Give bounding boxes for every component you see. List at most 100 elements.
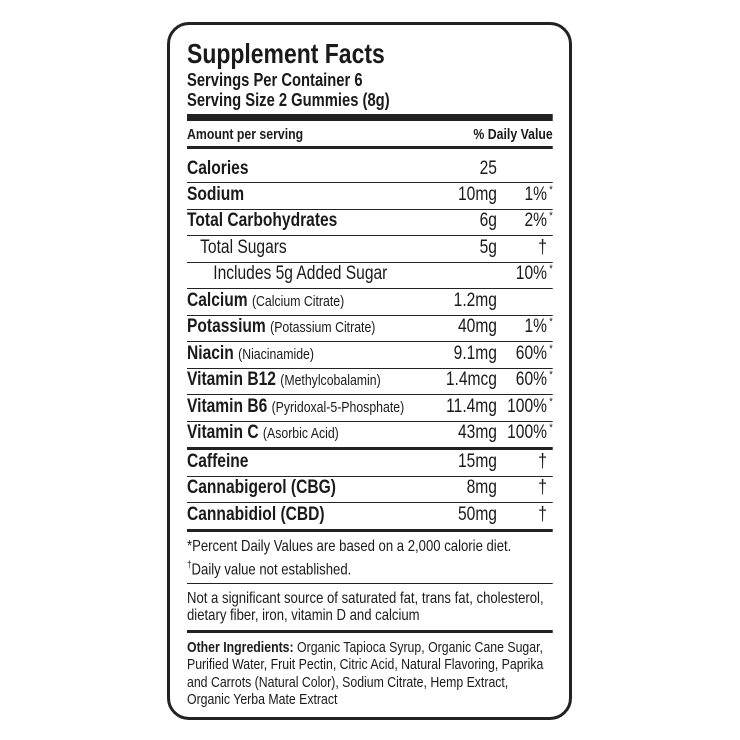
label-content: Supplement Facts Servings Per Container … [187,38,553,709]
footnote-mark: * [549,210,553,222]
nutrient-row: Potassium (Potassium Citrate) 40mg 1% * [187,316,553,342]
nutrient-detail: (Methylcobalamin) [280,372,381,389]
footnote-mark: * [549,342,553,355]
nutrient-name: Sodium [187,184,244,206]
nutrient-name: Niacin (Niacinamide) [187,343,314,365]
nutrient-label: Vitamin B12 [187,369,276,390]
nutrient-detail: (Asorbic Acid) [262,425,339,442]
daily-value: 1% [524,183,547,205]
serving-info: Servings Per Container 6 Serving Size 2 … [187,70,553,121]
table-header: Amount per serving % Daily Value [187,121,553,149]
nutrient-row: Includes 5g Added Sugar 10% * [187,263,553,289]
nutrient-row: Calcium (Calcium Citrate) 1.2mg [187,289,553,316]
dagger-symbol: † [187,559,192,571]
amount: 43mg [457,422,497,443]
amount: 50mg [457,503,497,525]
nutrient-name: Cannabidiol (CBD) [187,504,325,526]
nutrient-detail: (Calcium Citrate) [251,292,345,310]
daily-value: 10% [515,263,547,284]
nutrient-row: Niacin (Niacinamide) 9.1mg 60% * [187,342,553,369]
nutrient-row: Total Sugars 5g † [187,236,553,263]
amount: 9.1mg [453,342,497,364]
daily-value: 60% [515,342,547,364]
nutrient-name: Total Carbohydrates [187,210,337,232]
amount-header: Amount per serving [187,126,304,143]
nutrient-label: Vitamin C [187,422,259,443]
amount: 5g [479,236,497,258]
daily-value: 100% [507,395,547,417]
title: Supplement Facts [187,38,385,69]
nutrient-row: Sodium 10mg 1% * [187,183,553,210]
daily-value: † [538,477,547,498]
amount: 6g [479,210,497,231]
nutrient-rows: Calories 25 Sodium 10mg 1% * Total Carbohydrat… [187,149,553,532]
nutrient-detail: (Potassium Citrate) [270,319,376,336]
amount: 1.4mcg [445,369,497,390]
daily-value: † [538,236,547,258]
nutrient-label: Cannabigerol (CBG) [187,477,336,498]
nutrient-row: Vitamin C (Asorbic Acid) 43mg 100% * [187,422,553,450]
dagger-footnote: †Daily value not established. [187,556,553,579]
nutrient-name: Calories [187,158,248,180]
amount: 40mg [457,316,497,337]
nutrient-name: Vitamin C (Asorbic Acid) [187,422,339,444]
amount: 15mg [457,450,497,472]
amount: 8mg [466,477,497,498]
daily-value: 100% [507,422,547,443]
supplement-facts-label: Supplement Facts Servings Per Container … [167,22,572,720]
nutrient-row: Caffeine 15mg † [187,450,553,477]
nutrient-label: Caffeine [187,450,249,472]
nutrient-name: Total Sugars [200,237,287,259]
nutrient-name: Caffeine [187,451,248,473]
serving-size: Serving Size 2 Gummies (8g) [187,90,390,110]
nutrient-name: Cannabigerol (CBG) [187,477,336,499]
nutrient-row: Vitamin B6 (Pyridoxal-5-Phosphate) 11.4mg… [187,395,553,422]
nutrient-name: Vitamin B6 (Pyridoxal-5-Phosphate) [187,396,404,418]
nutrient-name: Potassium (Potassium Citrate) [187,316,375,338]
footnote-mark: * [549,369,553,381]
nutrient-row: Total Carbohydrates 6g 2% * [187,210,553,236]
footnote-mark: * [549,183,553,196]
nutrient-name: Calcium (Calcium Citrate) [187,290,344,312]
nutrient-detail: (Niacinamide) [238,345,314,363]
dagger-text: Daily value not established. [191,560,352,578]
daily-value: 1% [524,316,547,337]
footnotes: *Percent Daily Values are based on a 2,0… [187,532,553,584]
nutrient-label: Includes 5g Added Sugar [213,263,388,284]
nutrient-row: Calories 25 [187,149,553,183]
nutrient-label: Vitamin B6 [187,395,268,417]
nutrient-label: Calcium [187,289,248,311]
daily-value-header: % Daily Value [473,126,553,143]
servings-per-container: Servings Per Container 6 [187,70,363,90]
ingredients-label: Other Ingredients: [187,638,294,656]
nutrient-row: Cannabidiol (CBD) 50mg † [187,503,553,532]
nutrient-row: Cannabigerol (CBG) 8mg † [187,477,553,503]
not-significant: Not a significant source of saturated fa… [187,584,553,633]
nutrient-name: Includes 5g Added Sugar [213,263,387,285]
nutrient-label: Niacin [187,342,234,364]
amount: 1.2mg [453,289,497,311]
daily-value: † [538,450,547,472]
daily-value: 2% [524,210,547,231]
other-ingredients: Other Ingredients: Organic Tapioca Syrup… [187,633,553,709]
nutrient-label: Total Sugars [200,236,287,258]
footnote-mark: * [549,422,553,434]
percent-footnote: *Percent Daily Values are based on a 2,0… [187,537,512,555]
footnote-mark: * [549,316,553,328]
amount: 10mg [457,183,497,205]
nutrient-name: Vitamin B12 (Methylcobalamin) [187,369,381,391]
nutrient-row: Vitamin B12 (Methylcobalamin) 1.4mcg 60% * [187,369,553,395]
daily-value: † [538,503,547,525]
nutrient-label: Potassium [187,316,266,337]
nutrient-label: Calories [187,158,249,179]
nutrient-label: Total Carbohydrates [187,210,338,231]
amount: 25 [479,158,497,179]
ingredients-text: Organic Tapioca Syrup, Organic Cane Suga… [187,638,544,709]
footnote-mark: * [549,263,553,275]
nutrient-label: Cannabidiol (CBD) [187,503,325,525]
amount: 11.4mg [446,395,497,417]
nutrient-label: Sodium [187,183,245,205]
daily-value: 60% [515,369,547,390]
footnote-mark: * [549,395,553,408]
